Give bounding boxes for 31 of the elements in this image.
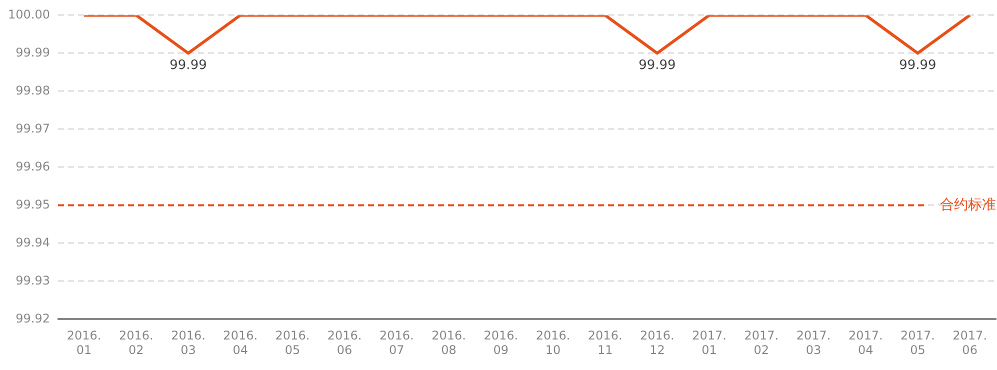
y-tick-label: 99.96: [16, 159, 50, 174]
y-tick-label: 99.95: [16, 197, 50, 212]
ref-line-label: 合约标准: [940, 196, 996, 213]
x-tick-label: 2016.04: [223, 328, 258, 357]
y-tick-label: 99.97: [16, 121, 50, 136]
x-tick-label: 2016.05: [275, 328, 310, 357]
x-tick-label: 2016.09: [484, 328, 518, 357]
y-tick-label: 99.94: [16, 235, 50, 250]
x-tick-label: 2016.08: [432, 328, 466, 357]
x-tick-label: 2016.06: [327, 328, 362, 357]
data-label: 99.99: [170, 58, 207, 74]
y-tick-label: 99.92: [16, 311, 50, 326]
x-tick-label: 2017.01: [692, 328, 726, 357]
x-tick-label: 2017.06: [952, 328, 988, 357]
y-tick-label: 99.99: [16, 45, 50, 60]
x-tick-label: 2016.11: [588, 328, 622, 357]
y-tick-label: 99.98: [16, 83, 50, 98]
x-tick-label: 2017.03: [796, 328, 831, 357]
x-tick-label: 2017.04: [848, 328, 883, 357]
y-tick-label: 100.00: [8, 7, 50, 22]
x-tick-label: 2016.03: [171, 328, 206, 357]
x-tick-label: 2016.12: [640, 328, 674, 357]
x-tick-label: 2017.02: [744, 328, 779, 357]
x-tick-label: 2016.07: [379, 328, 414, 357]
y-tick-label: 99.93: [16, 273, 50, 288]
data-label: 99.99: [899, 58, 936, 74]
x-tick-label: 2016.01: [66, 328, 102, 357]
x-tick-label: 2016.02: [118, 328, 154, 357]
x-tick-label: 2017.05: [900, 328, 935, 357]
data-label: 99.99: [638, 58, 676, 74]
x-tick-label: 2016.10: [536, 328, 570, 357]
